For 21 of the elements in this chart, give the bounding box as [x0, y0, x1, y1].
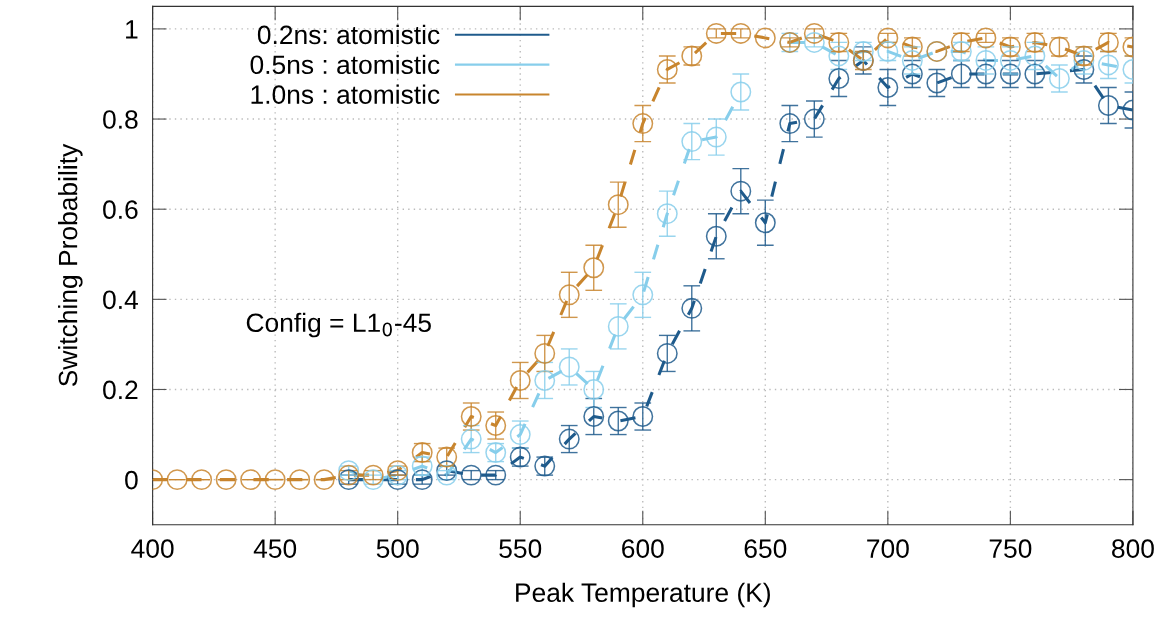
y-tick-label: 0.2: [103, 380, 138, 400]
y-tick-label: 0.8: [103, 110, 138, 129]
y-tick-label: 0: [125, 470, 138, 490]
y-axis-title: Switching Probability: [58, 143, 83, 387]
x-tick-label: 450: [253, 539, 297, 558]
x-tick-label: 650: [744, 539, 787, 558]
legend-label: 0.5ns : atomistic: [250, 54, 440, 75]
annotation: Config = L1$_{0}$-45: [246, 312, 431, 338]
x-tick-label: 600: [622, 539, 664, 558]
y-tick-label: 0.6: [103, 200, 138, 220]
x-axis-title: Peak Temperature (K): [516, 582, 770, 608]
x-tick-label: 750: [989, 539, 1032, 558]
y-tick-label: 1: [126, 20, 138, 39]
x-tick-label: 400: [131, 539, 174, 558]
y-tick-label: 0.4: [103, 290, 138, 310]
x-tick-label: 500: [376, 539, 419, 558]
x-tick-label: 700: [867, 539, 909, 558]
legend-label: 1.0ns : atomistic: [251, 84, 440, 104]
x-tick-label: 550: [499, 539, 542, 558]
legend-label: 0.2ns: atomistic: [257, 24, 440, 45]
x-tick-label: 800: [1112, 539, 1154, 558]
